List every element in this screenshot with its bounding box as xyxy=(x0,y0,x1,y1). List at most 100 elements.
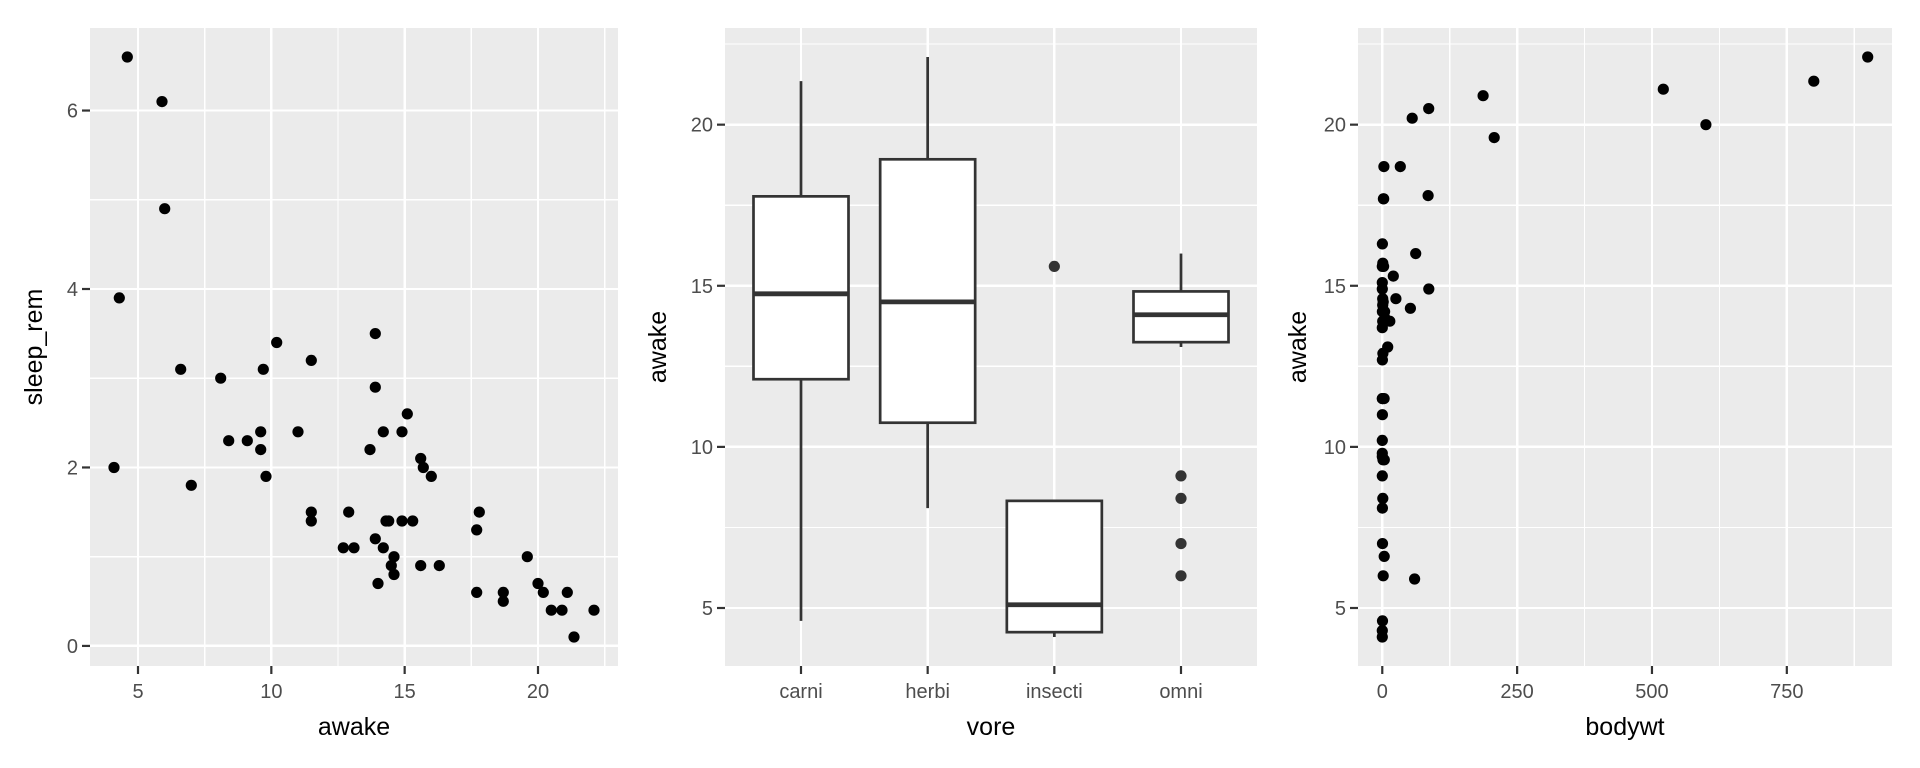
data-point xyxy=(255,444,267,456)
data-point xyxy=(1376,470,1388,482)
data-point xyxy=(121,51,133,63)
y-tick-label: 6 xyxy=(67,101,78,123)
data-point xyxy=(415,452,427,465)
boxplot-box xyxy=(878,157,977,425)
y-tick-label: 20 xyxy=(1324,115,1346,137)
data-point xyxy=(556,604,568,616)
data-point xyxy=(497,586,509,599)
data-point xyxy=(364,444,376,456)
panel-1-awake: 5 10 15 20 0 2 4 6 awake sleep_rem xyxy=(20,28,618,741)
data-point xyxy=(1380,315,1392,327)
data-point xyxy=(215,372,227,384)
x-tick-label: 20 xyxy=(527,681,549,703)
data-point xyxy=(1394,161,1406,173)
data-point xyxy=(568,631,580,643)
panel-2-vore: carni herbi insecti omni 5 10 15 20 vore awake xyxy=(644,28,1257,741)
data-point xyxy=(348,542,360,554)
data-point xyxy=(337,542,349,554)
data-point xyxy=(1422,190,1434,202)
y-axis-title: sleep_rem xyxy=(20,289,48,406)
data-point xyxy=(260,470,272,482)
data-point xyxy=(1410,248,1422,260)
data-point xyxy=(1377,492,1389,504)
panel-3-bodywt: 0 250 500 750 5 10 15 20 bodywt awake xyxy=(1284,28,1892,741)
data-point xyxy=(1423,103,1435,115)
data-point xyxy=(1378,550,1390,563)
data-point xyxy=(1376,277,1388,289)
data-point xyxy=(241,435,253,447)
x-axis-title: awake xyxy=(318,713,390,741)
data-point xyxy=(1406,112,1418,124)
data-point xyxy=(433,560,445,572)
y-tick-label: 5 xyxy=(1335,598,1346,620)
data-point xyxy=(415,560,427,572)
data-point xyxy=(1377,570,1389,582)
data-point xyxy=(175,363,187,375)
data-point xyxy=(1808,75,1820,87)
outlier-point xyxy=(1175,538,1187,550)
data-point xyxy=(473,506,485,518)
boxplot-carni xyxy=(752,81,850,621)
data-point xyxy=(255,426,267,438)
y-tick-label: 0 xyxy=(67,636,78,658)
data-point xyxy=(385,560,397,572)
data-point xyxy=(396,515,408,527)
data-point xyxy=(1387,270,1399,282)
boxplot-box xyxy=(1005,499,1104,634)
x-tick-label: 5 xyxy=(132,681,143,703)
data-point xyxy=(383,515,395,527)
y-tick-label: 5 xyxy=(702,598,713,620)
data-point xyxy=(369,381,381,393)
data-point xyxy=(425,470,437,482)
data-point xyxy=(1409,573,1421,585)
data-point xyxy=(396,426,408,438)
data-point xyxy=(1382,341,1394,353)
data-point xyxy=(1376,615,1389,627)
data-point xyxy=(1378,161,1390,173)
data-point xyxy=(223,435,235,447)
data-point xyxy=(305,354,317,366)
data-point xyxy=(156,96,168,108)
data-point xyxy=(388,551,400,563)
boxplot-box xyxy=(752,195,850,381)
x-tick-label: 250 xyxy=(1500,681,1533,703)
data-point xyxy=(185,479,197,491)
data-point xyxy=(521,551,533,563)
data-point xyxy=(471,586,483,599)
y-tick-label: 10 xyxy=(1324,437,1346,459)
data-point xyxy=(369,533,381,545)
data-point xyxy=(369,328,381,340)
y-axis-title: awake xyxy=(1284,311,1312,383)
data-point xyxy=(1700,119,1712,131)
data-point xyxy=(588,604,600,616)
panel-background xyxy=(1358,28,1892,666)
data-point xyxy=(1376,502,1388,514)
data-point xyxy=(159,203,171,215)
y-axis-title: awake xyxy=(644,311,672,383)
outlier-point xyxy=(1175,570,1187,582)
data-point xyxy=(407,515,419,527)
y-tick-label: 10 xyxy=(691,437,713,459)
x-tick-label: 15 xyxy=(394,681,416,703)
x-tick-label: 750 xyxy=(1770,681,1803,703)
outlier-point xyxy=(1175,492,1187,504)
data-point xyxy=(108,461,120,474)
y-tick-label: 2 xyxy=(67,457,78,479)
data-point xyxy=(257,363,269,375)
data-point xyxy=(113,292,125,304)
data-point xyxy=(388,568,400,581)
data-point xyxy=(532,577,544,590)
data-point xyxy=(1657,83,1669,95)
y-tick-label: 15 xyxy=(1324,276,1346,298)
y-tick-label: 15 xyxy=(691,276,713,298)
data-point xyxy=(372,577,384,590)
data-point xyxy=(561,586,573,599)
data-point xyxy=(537,586,549,599)
x-tick-label: 10 xyxy=(260,681,282,703)
x-axis-title: vore xyxy=(967,713,1016,741)
data-point xyxy=(471,524,483,536)
data-point xyxy=(1376,409,1388,421)
data-point xyxy=(497,595,509,607)
data-point xyxy=(1376,538,1389,550)
